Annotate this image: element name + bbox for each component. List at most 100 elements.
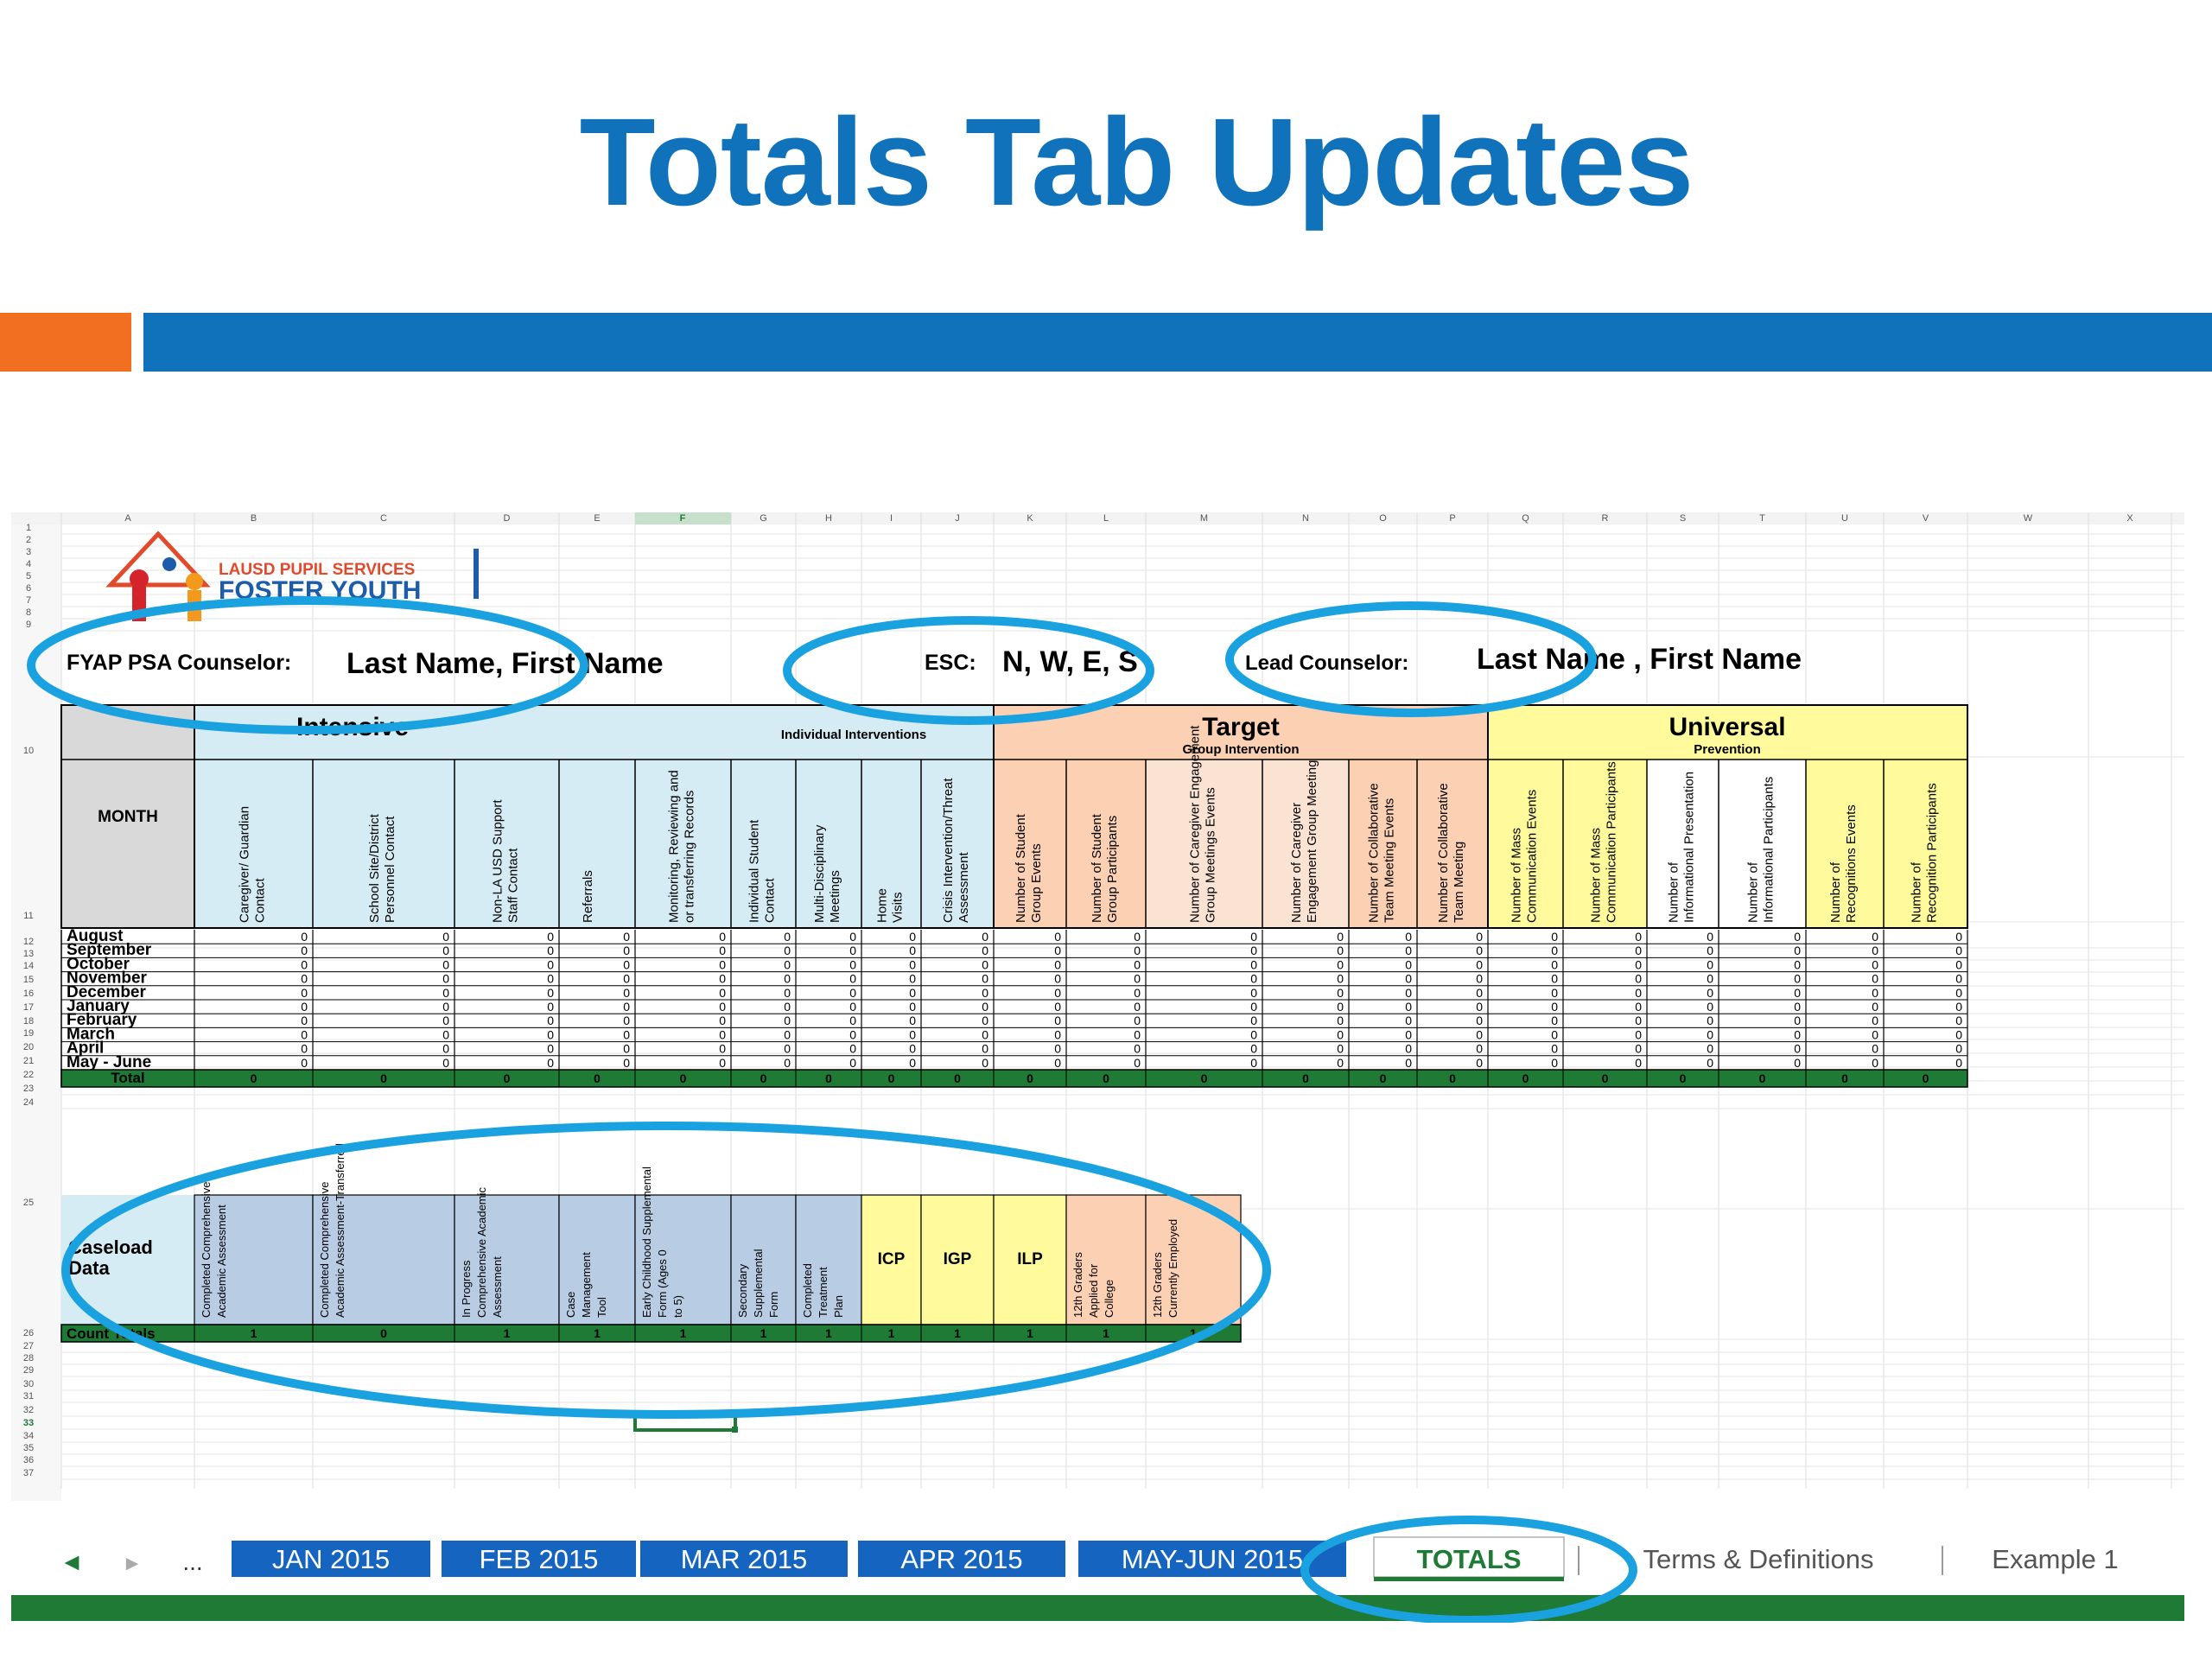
column-header-1: Caregiver/ Guardian	[238, 806, 252, 923]
month-cell-value: 0	[784, 1014, 791, 1027]
month-cell-value: 0	[1250, 930, 1257, 944]
tab-more-button[interactable]: ...	[182, 1548, 202, 1575]
column-header-12-line2: Group Meetings Events	[1204, 787, 1218, 923]
month-cell-value: 0	[442, 986, 449, 1000]
month-cell-value: 0	[1872, 1014, 1878, 1027]
column-header-6-line2: Contact	[763, 877, 778, 923]
sheet-tab-label[interactable]: MAR 2015	[681, 1544, 807, 1574]
sheet-tab-label[interactable]: Example 1	[1992, 1544, 2118, 1574]
row-number-33: 33	[23, 1418, 34, 1428]
month-cell-value: 0	[1707, 957, 1713, 971]
month-cell-value: 0	[909, 944, 916, 957]
tab-scroll-prev-button[interactable]: ◄	[60, 1548, 84, 1575]
month-cell-value: 0	[1405, 1014, 1412, 1027]
row-number-14: 14	[23, 961, 34, 971]
caseload-total-value: 1	[504, 1326, 511, 1340]
total-row-value: 0	[1201, 1071, 1208, 1085]
column-header-3: Non-LA USD Support	[491, 799, 505, 923]
month-cell-value: 0	[301, 1014, 308, 1027]
month-cell-value: 0	[849, 930, 856, 944]
month-cell-value: 0	[623, 1000, 630, 1014]
month-cell-value: 0	[1551, 986, 1558, 1000]
total-row-label: Total	[111, 1070, 144, 1086]
month-cell-value: 0	[301, 944, 308, 957]
caseload-header-9: IGP	[944, 1250, 972, 1268]
logo-figure-orange-icon	[186, 573, 203, 590]
month-cell-value: 0	[784, 944, 791, 957]
column-letter-e: E	[594, 513, 600, 524]
month-cell-value: 0	[1955, 957, 1962, 971]
column-header-19-line2: Informational Participants	[1762, 777, 1777, 923]
month-cell-value: 0	[1250, 1000, 1257, 1014]
caseload-header-5-line2: Form (Ages 0	[656, 1249, 669, 1318]
caseload-label-line2: Data	[68, 1257, 110, 1279]
month-cell-value: 0	[1551, 930, 1558, 944]
row-number-8: 8	[26, 607, 31, 618]
row-number-6: 6	[26, 583, 31, 594]
caseload-header-12: 12th Graders	[1151, 1252, 1164, 1318]
month-cell-value: 0	[1337, 1056, 1344, 1070]
month-cell-value: 0	[982, 1027, 988, 1041]
sheet-tab-label[interactable]: APR 2015	[900, 1544, 1022, 1574]
row-number-36: 36	[23, 1455, 34, 1465]
month-cell-value: 0	[623, 1056, 630, 1070]
month-cell-value: 0	[1635, 957, 1642, 971]
column-header-16-line2: Communication Events	[1525, 790, 1540, 923]
row-number-32: 32	[23, 1405, 34, 1415]
tab-scroll-next-button[interactable]: ►	[122, 1552, 143, 1575]
month-cell-value: 0	[1551, 1014, 1558, 1027]
column-header-16: Number of Mass	[1510, 828, 1524, 923]
month-cell-value: 0	[1250, 1042, 1257, 1056]
column-header-18-line2: Informational Presentation	[1682, 772, 1697, 923]
counselor-value: Last Name, First Name	[346, 647, 664, 680]
sheet-tab-active-underline	[1374, 1577, 1564, 1581]
sheet-tab-label[interactable]: FEB 2015	[480, 1544, 599, 1574]
total-row-value: 0	[1602, 1071, 1609, 1085]
month-cell-value: 0	[623, 986, 630, 1000]
row-number-17: 17	[23, 1002, 34, 1013]
sheet-tab-label[interactable]: TOTALS	[1416, 1544, 1521, 1574]
month-cell-value: 0	[849, 944, 856, 957]
caseload-header-7-line3: Plan	[832, 1295, 845, 1318]
month-cell-value: 0	[982, 1056, 988, 1070]
caseload-header-11-line3: College	[1103, 1280, 1116, 1318]
sheet-tab-label[interactable]: Terms & Definitions	[1643, 1544, 1873, 1574]
month-cell-value: 0	[1551, 944, 1558, 957]
column-header-8-line2: Visits	[891, 892, 906, 923]
column-letter-p: P	[1449, 513, 1455, 524]
sheet-tab-label[interactable]: JAN 2015	[272, 1544, 390, 1574]
row-number-26: 26	[23, 1328, 34, 1338]
column-letter-i: I	[890, 513, 893, 524]
column-header-5-line2: or transferring Records	[683, 791, 697, 923]
column-letter-c: C	[380, 513, 387, 524]
caseload-header-7: Completed	[801, 1263, 814, 1318]
month-cell-value: 0	[909, 1042, 916, 1056]
month-cell-value: 0	[1955, 986, 1962, 1000]
column-header-7: Multi-Disciplinary	[812, 824, 827, 923]
caseload-total-value: 1	[594, 1326, 601, 1340]
month-cell-value: 0	[719, 1027, 726, 1041]
month-cell-value: 0	[1250, 1014, 1257, 1027]
month-cell-value: 0	[301, 957, 308, 971]
accent-bar-orange	[0, 313, 131, 372]
month-cell-value: 0	[547, 972, 554, 986]
column-letter-d: D	[504, 513, 511, 524]
fill-handle[interactable]	[732, 1427, 738, 1433]
column-header-6: Individual Student	[747, 819, 762, 923]
row-number-23: 23	[23, 1084, 34, 1094]
month-cell-value: 0	[442, 1027, 449, 1041]
month-cell-value: 0	[1707, 1027, 1713, 1041]
column-letter-m: M	[1200, 513, 1208, 524]
month-cell-value: 0	[1337, 1042, 1344, 1056]
sheet-tab-label[interactable]: MAY-JUN 2015	[1122, 1544, 1303, 1574]
row-number-21: 21	[23, 1056, 34, 1066]
caseload-header-3-line3: Assessment	[491, 1256, 504, 1318]
month-cell-value: 0	[1250, 986, 1257, 1000]
caseload-header-8: ICP	[878, 1250, 906, 1268]
month-cell-value: 0	[1872, 957, 1878, 971]
month-cell-value: 0	[1872, 930, 1878, 944]
group-universal-subtitle: Prevention	[1694, 742, 1761, 757]
month-cell-value: 0	[1405, 972, 1412, 986]
caseload-header-2: Completed Comprehensive	[318, 1181, 331, 1318]
month-cell-value: 0	[1134, 957, 1141, 971]
